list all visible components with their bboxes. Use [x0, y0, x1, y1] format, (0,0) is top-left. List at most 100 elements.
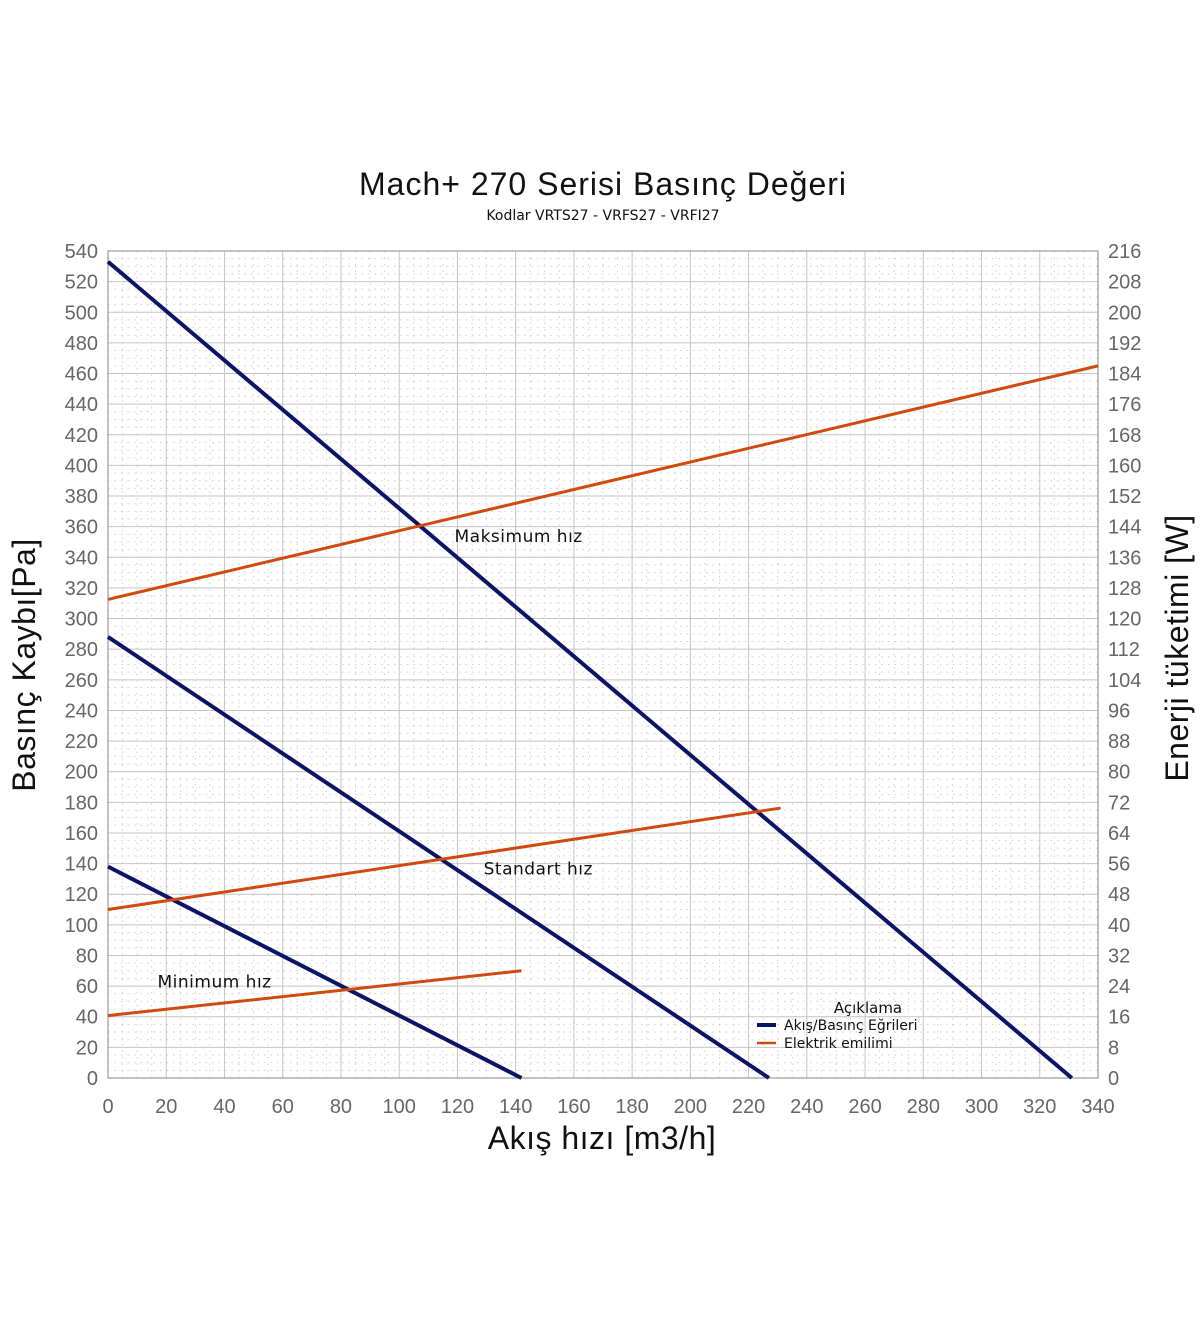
pressure-curve-0	[106, 260, 1074, 1080]
y-tick-label: 0	[87, 1068, 98, 1090]
y2-tick-label: 24	[1108, 976, 1130, 998]
x-tick-label: 180	[615, 1096, 648, 1118]
y-tick-label: 320	[65, 578, 98, 600]
x-tick-label: 320	[1023, 1096, 1056, 1118]
x-tick-label: 120	[441, 1096, 474, 1118]
y2-tick-label: 0	[1108, 1068, 1119, 1090]
y-tick-label: 280	[65, 639, 98, 661]
curve-annotation: Standart hız	[484, 859, 593, 879]
y2-tick-label: 8	[1108, 1037, 1119, 1059]
power-curve-0	[107, 364, 1099, 601]
y-tick-label: 440	[65, 394, 98, 416]
legend-title: Açıklama	[834, 999, 902, 1017]
chart-title: Mach+ 270 Serisi Basınç Değeri	[359, 166, 847, 202]
y-tick-label: 400	[65, 455, 98, 477]
y-tick-label: 100	[65, 915, 98, 937]
y-tick-label: 200	[65, 762, 98, 784]
y2-tick-label: 16	[1108, 1007, 1130, 1029]
y-tick-label: 120	[65, 884, 98, 906]
x-tick-label: 140	[499, 1096, 532, 1118]
y-tick-label: 80	[76, 945, 98, 967]
y-tick-label: 360	[65, 517, 98, 539]
x-tick-label: 60	[272, 1096, 294, 1118]
y2-tick-label: 168	[1108, 425, 1141, 447]
x-tick-label: 160	[557, 1096, 590, 1118]
y2-tick-label: 40	[1108, 915, 1130, 937]
x-tick-label: 340	[1081, 1096, 1114, 1118]
y2-axis-ticks: 0 8 16 24 32 40 48 56 64 72 80 88 96 104 112 120 128 136 1…	[1108, 241, 1141, 1090]
x-axis-title: Akış hızı [m3/h]	[488, 1120, 717, 1156]
y2-tick-label: 56	[1108, 854, 1130, 876]
y2-axis-title: Enerji tüketimi [W]	[1159, 514, 1195, 781]
x-tick-label: 20	[155, 1096, 177, 1118]
pressure-curve-1	[106, 635, 771, 1080]
x-tick-label: 0	[102, 1096, 113, 1118]
y-tick-label: 420	[65, 425, 98, 447]
x-tick-label: 300	[965, 1096, 998, 1118]
x-tick-label: 80	[330, 1096, 352, 1118]
y2-tick-label: 200	[1108, 302, 1141, 324]
y-axis-ticks: 0 20 40 60 80 100 120 140 160 180 200 220 240 260 280 3…	[65, 241, 98, 1090]
y2-tick-label: 88	[1108, 731, 1130, 753]
series-lines	[106, 260, 1099, 1080]
y-tick-label: 140	[65, 854, 98, 876]
y2-tick-label: 208	[1108, 272, 1141, 294]
x-tick-label: 200	[674, 1096, 707, 1118]
y2-tick-label: 96	[1108, 700, 1130, 722]
pressure-curve-2	[107, 864, 523, 1080]
major-grid	[107, 250, 1099, 1079]
curve-annotation: Maksimum hız	[455, 527, 583, 547]
x-tick-label: 280	[907, 1096, 940, 1118]
x-tick-label: 240	[790, 1096, 823, 1118]
x-tick-label: 220	[732, 1096, 765, 1118]
x-tick-label: 40	[213, 1096, 235, 1118]
y2-tick-label: 120	[1108, 609, 1141, 631]
y-tick-label: 500	[65, 302, 98, 324]
y-tick-label: 460	[65, 364, 98, 386]
minor-grid	[108, 251, 1098, 1078]
y2-tick-label: 80	[1108, 762, 1130, 784]
y-tick-label: 340	[65, 547, 98, 569]
legend: Açıklama Akış/Basınç Eğrileri Elektrik e…	[757, 999, 918, 1052]
y-tick-label: 40	[76, 1007, 98, 1029]
y2-tick-label: 104	[1108, 670, 1141, 692]
curve-annotations: Maksimum hız Standart hız Minimum hız	[158, 527, 593, 993]
chart-subtitle: Kodlar VRTS27 - VRFS27 - VRFI27	[486, 208, 719, 224]
y2-tick-label: 128	[1108, 578, 1141, 600]
y2-tick-label: 32	[1108, 945, 1130, 967]
x-tick-label: 100	[382, 1096, 415, 1118]
y2-tick-label: 64	[1108, 823, 1130, 845]
y-tick-label: 240	[65, 700, 98, 722]
y2-tick-label: 192	[1108, 333, 1141, 355]
y2-tick-label: 176	[1108, 394, 1141, 416]
y2-tick-label: 144	[1108, 517, 1141, 539]
y-axis-title: Basınç Kaybı[Pa]	[6, 538, 42, 791]
y-tick-label: 180	[65, 792, 98, 814]
y-tick-label: 160	[65, 823, 98, 845]
y2-tick-label: 184	[1108, 364, 1141, 386]
y-tick-label: 300	[65, 609, 98, 631]
y2-tick-label: 160	[1108, 455, 1141, 477]
x-axis-ticks: 0 20 40 60 80 100 120 140 160 180 200 220 240 260 280 3…	[102, 1096, 1114, 1118]
power-curve-1	[107, 806, 781, 912]
y-tick-label: 520	[65, 272, 98, 294]
y-tick-label: 260	[65, 670, 98, 692]
y-tick-label: 480	[65, 333, 98, 355]
y-tick-label: 380	[65, 486, 98, 508]
legend-label-power: Elektrik emilimi	[784, 1036, 893, 1052]
y-tick-label: 220	[65, 731, 98, 753]
y-tick-label: 60	[76, 976, 98, 998]
y2-tick-label: 112	[1108, 639, 1140, 661]
y2-tick-label: 136	[1108, 547, 1141, 569]
y2-tick-label: 152	[1108, 486, 1141, 508]
y-tick-label: 20	[76, 1037, 98, 1059]
y2-tick-label: 72	[1108, 792, 1130, 814]
plot-frame	[107, 250, 1099, 1079]
x-tick-label: 260	[848, 1096, 881, 1118]
y-tick-label: 540	[65, 241, 98, 263]
curve-annotation: Minimum hız	[158, 973, 272, 993]
legend-label-flow: Akış/Basınç Eğrileri	[784, 1018, 918, 1034]
y2-tick-label: 48	[1108, 884, 1130, 906]
power-curve-2	[107, 969, 522, 1018]
